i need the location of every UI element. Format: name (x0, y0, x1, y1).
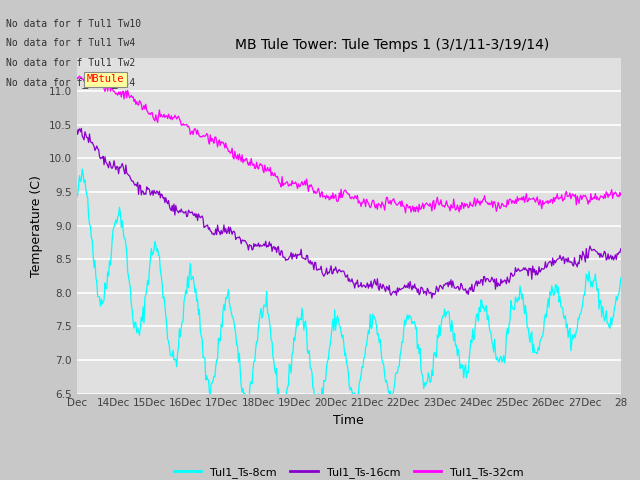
Text: MBtule: MBtule (86, 74, 124, 84)
Y-axis label: Temperature (C): Temperature (C) (30, 175, 44, 276)
X-axis label: Time: Time (333, 414, 364, 427)
Text: No data for f Tul1 Tw4: No data for f Tul1 Tw4 (6, 38, 136, 48)
Text: No data for f Tul1 Tw10: No data for f Tul1 Tw10 (6, 19, 141, 29)
Text: No data for f Tul1 Tw2: No data for f Tul1 Tw2 (6, 58, 136, 68)
Legend: Tul1_Ts-8cm, Tul1_Ts-16cm, Tul1_Ts-32cm: Tul1_Ts-8cm, Tul1_Ts-16cm, Tul1_Ts-32cm (169, 462, 529, 480)
Text: No data for f_Tul1_Is4: No data for f_Tul1_Is4 (6, 77, 136, 88)
Title: MB Tule Tower: Tule Temps 1 (3/1/11-3/19/14): MB Tule Tower: Tule Temps 1 (3/1/11-3/19… (235, 38, 550, 52)
